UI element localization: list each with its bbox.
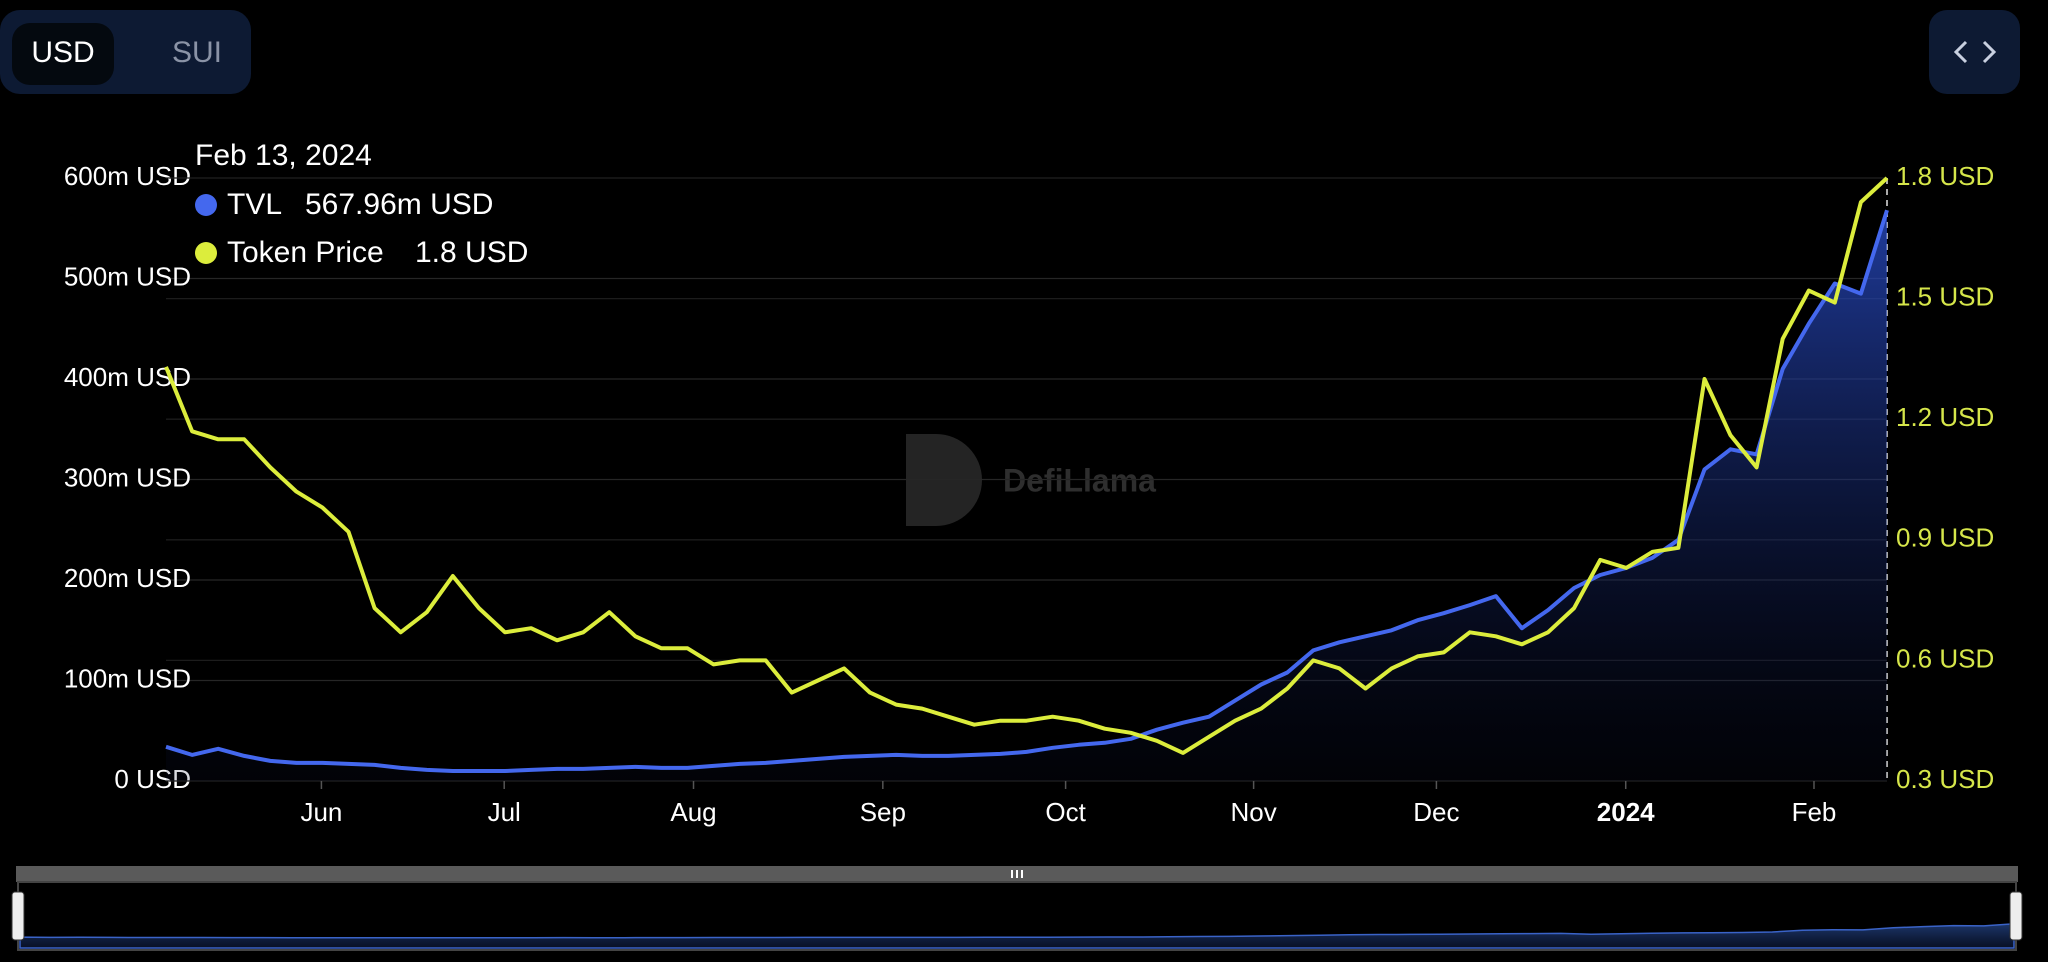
embed-button-bg[interactable] bbox=[1929, 10, 2020, 94]
tooltip-dot-price bbox=[195, 242, 217, 264]
x-tick-label: 2024 bbox=[1597, 797, 1655, 827]
series-line bbox=[165, 209, 1889, 773]
x-tick-label: Feb bbox=[1792, 797, 1837, 827]
currency-sui[interactable]: SUI bbox=[172, 36, 222, 69]
navigator-right-handle[interactable] bbox=[2009, 891, 2023, 941]
y-tick-label: 600m USD bbox=[64, 161, 191, 191]
tooltip-value: 1.8 USD bbox=[415, 236, 528, 269]
y2-tick-label: 0.3 USD bbox=[1896, 764, 1994, 794]
tvl-area bbox=[166, 210, 1887, 781]
tooltip-dot-tvl bbox=[195, 194, 217, 216]
y2-tick-label: 1.5 USD bbox=[1896, 281, 1994, 311]
x-tick-label: Sep bbox=[860, 797, 906, 827]
y-tick-label: 200m USD bbox=[64, 563, 191, 593]
code-icon[interactable] bbox=[1953, 40, 1997, 64]
tooltip-value: 567.96m USD bbox=[305, 188, 493, 221]
x-tick-label: Jun bbox=[300, 797, 342, 827]
x-tick-label: Aug bbox=[670, 797, 716, 827]
y2-tick-label: 1.8 USD bbox=[1896, 161, 1994, 191]
y2-tick-label: 0.6 USD bbox=[1896, 643, 1994, 673]
y-tick-label: 100m USD bbox=[64, 663, 191, 693]
currency-usd[interactable]: USD bbox=[31, 36, 94, 69]
tooltip: Feb 13, 2024 TVL 567.96m USD Token Price… bbox=[195, 139, 528, 269]
series-line bbox=[164, 176, 1889, 755]
tooltip-series-name: Token Price bbox=[227, 236, 384, 269]
toggle-active-pill bbox=[12, 23, 114, 85]
embed-button[interactable] bbox=[1929, 10, 2020, 94]
navigator bbox=[19, 922, 2015, 949]
x-tick-label: Nov bbox=[1230, 797, 1276, 827]
x-tick-label: Dec bbox=[1413, 797, 1459, 827]
y2-tick-label: 0.9 USD bbox=[1896, 523, 1994, 553]
navigator-left-handle[interactable] bbox=[11, 891, 25, 941]
x-tick-label: Oct bbox=[1045, 797, 1086, 827]
navigator-grip[interactable] bbox=[1011, 870, 1023, 878]
x-tick-label: Jul bbox=[488, 797, 521, 827]
y2-tick-label: 1.2 USD bbox=[1896, 402, 1994, 432]
y-tick-label: 500m USD bbox=[64, 261, 191, 291]
y-tick-label: 300m USD bbox=[64, 462, 191, 492]
tooltip-date: Feb 13, 2024 bbox=[195, 139, 372, 172]
tooltip-series-name: TVL bbox=[227, 188, 282, 221]
navigator-area bbox=[19, 922, 2015, 949]
watermark-text: DefiLlama bbox=[1003, 462, 1156, 498]
